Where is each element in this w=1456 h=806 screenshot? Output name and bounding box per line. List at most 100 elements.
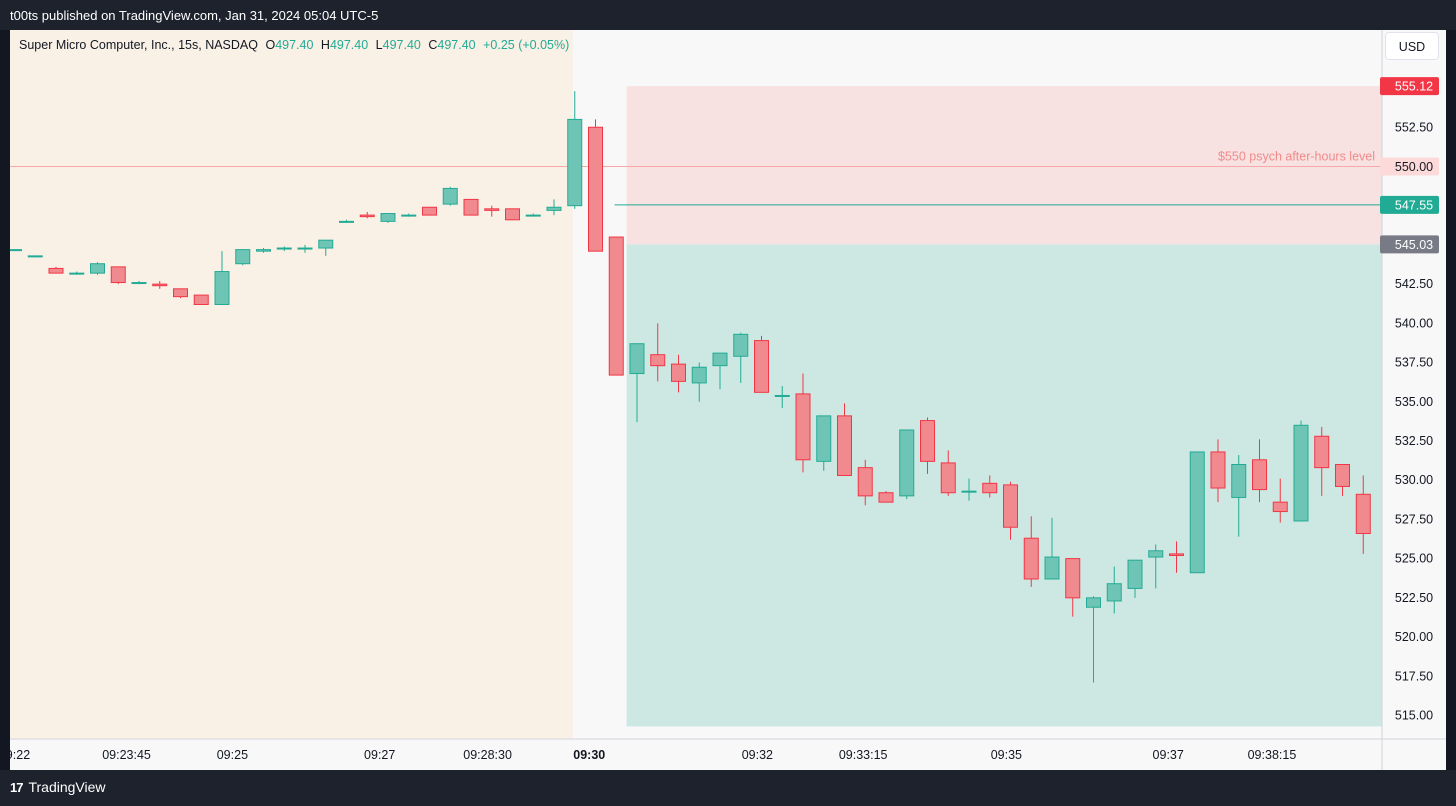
candle-body xyxy=(671,363,686,382)
y-tick-label: 552.50 xyxy=(1395,120,1433,134)
candle-body xyxy=(525,214,541,217)
candle-body xyxy=(339,220,354,223)
x-tick-label: 09:37 xyxy=(1153,748,1184,762)
symbol-name: Super Micro Computer, Inc., 15s, NASDAQ xyxy=(19,38,258,52)
candle-body xyxy=(235,249,251,265)
candle-body xyxy=(982,482,998,494)
candle-body xyxy=(1106,583,1122,602)
y-tick-label: 520.00 xyxy=(1395,630,1433,644)
x-tick-label: 09:33:15 xyxy=(839,748,888,762)
symbol-legend: Super Micro Computer, Inc., 15s, NASDAQ … xyxy=(19,38,569,52)
candle-body xyxy=(1189,451,1205,574)
candle-body xyxy=(359,214,375,218)
candle-body xyxy=(1023,537,1039,580)
candle-body xyxy=(650,354,666,367)
candle-body xyxy=(1065,558,1081,599)
high-label: H xyxy=(320,38,330,52)
candle-body xyxy=(1231,463,1247,498)
candle-body xyxy=(1169,553,1184,556)
publisher-info: t00ts published on TradingView.com, Jan … xyxy=(10,8,379,23)
candle-body xyxy=(1086,597,1101,608)
candle-body xyxy=(940,462,956,494)
x-tick-label: 09:27 xyxy=(364,748,395,762)
candle-body xyxy=(588,126,603,252)
candle-body xyxy=(733,333,749,357)
candle-body xyxy=(422,206,437,216)
y-tick-label: 537.50 xyxy=(1395,356,1433,370)
y-tick-label: 535.00 xyxy=(1395,395,1433,409)
y-tick-label: 540.00 xyxy=(1395,316,1433,330)
tradingview-brand[interactable]: 17 TradingView xyxy=(10,779,106,795)
top-bar: t00ts published on TradingView.com, Jan … xyxy=(0,0,1456,30)
price-label: 545.03 xyxy=(1395,238,1433,252)
candle-body xyxy=(173,288,188,298)
low-label: L xyxy=(375,38,383,52)
candle-body xyxy=(857,467,873,497)
candle-body xyxy=(608,236,624,376)
candle-body xyxy=(961,490,977,493)
candle-body xyxy=(795,393,811,461)
candle-body xyxy=(1272,501,1288,513)
y-tick-label: 517.50 xyxy=(1395,669,1433,683)
premarket-session-bg xyxy=(10,30,573,739)
open-value: 497.40 xyxy=(275,38,314,52)
y-tick-label: 542.50 xyxy=(1395,277,1433,291)
candle-body xyxy=(1210,451,1226,489)
candle-body xyxy=(27,255,43,258)
candle-body xyxy=(878,492,894,503)
candle-body xyxy=(920,420,935,462)
candle-body xyxy=(505,208,520,221)
candle-body xyxy=(1127,559,1143,589)
candle-body xyxy=(131,282,147,285)
low-value: 497.40 xyxy=(382,38,421,52)
stop-loss-zone xyxy=(626,86,1382,245)
candle-body xyxy=(546,206,562,211)
close-label: C xyxy=(428,38,438,52)
x-tick-label: 09:35 xyxy=(991,748,1022,762)
x-tick-label: 09:23:45 xyxy=(102,748,151,762)
candle-body xyxy=(774,394,790,397)
price-label-box xyxy=(1380,195,1439,214)
x-tick-label: 09:30 xyxy=(573,748,605,762)
candle-body xyxy=(69,272,85,275)
candle-body xyxy=(442,187,458,205)
candle-body xyxy=(1314,435,1330,469)
price-label: 550.00 xyxy=(1395,160,1433,174)
candle-body xyxy=(90,263,105,274)
x-tick-label: 09:25 xyxy=(217,748,248,762)
price-label: 547.55 xyxy=(1395,198,1433,212)
candle-body xyxy=(380,213,396,222)
candle-body xyxy=(152,283,168,287)
price-label-box xyxy=(1380,235,1439,254)
candle-body xyxy=(276,247,292,250)
currency-button[interactable]: USD xyxy=(1385,32,1439,60)
x-tick-label: 09:32 xyxy=(742,748,773,762)
price-label-box xyxy=(1380,157,1439,176)
candle-body xyxy=(110,266,126,284)
candle-body xyxy=(484,208,500,211)
candle-body xyxy=(837,415,852,476)
candlestick-chart[interactable]: $550 psych after-hours level552.50547.50… xyxy=(10,30,1446,770)
x-tick-label: 09:28:30 xyxy=(463,748,512,762)
y-tick-label: 522.50 xyxy=(1395,591,1433,605)
candle-body xyxy=(318,239,334,249)
candle-body xyxy=(629,343,645,375)
candle-body xyxy=(1003,484,1018,528)
chart-frame[interactable]: $550 psych after-hours level552.50547.50… xyxy=(10,30,1446,770)
candle-body xyxy=(401,214,417,217)
candle-body xyxy=(463,198,479,216)
brand-name: TradingView xyxy=(28,779,106,795)
candle-body xyxy=(297,247,313,250)
candle-body xyxy=(10,249,22,252)
candle-body xyxy=(1355,493,1371,535)
price-label-box xyxy=(1380,77,1439,96)
candle-body xyxy=(754,340,769,393)
y-tick-label: 527.50 xyxy=(1395,512,1433,526)
change-value: +0.25 (+0.05%) xyxy=(483,38,570,52)
candle-body xyxy=(256,249,271,252)
y-tick-label: 530.00 xyxy=(1395,473,1433,487)
price-label: 555.12 xyxy=(1395,80,1433,94)
candle-body xyxy=(567,118,583,207)
bottom-bar: 17 TradingView xyxy=(0,770,1456,806)
candle-body xyxy=(899,429,915,497)
